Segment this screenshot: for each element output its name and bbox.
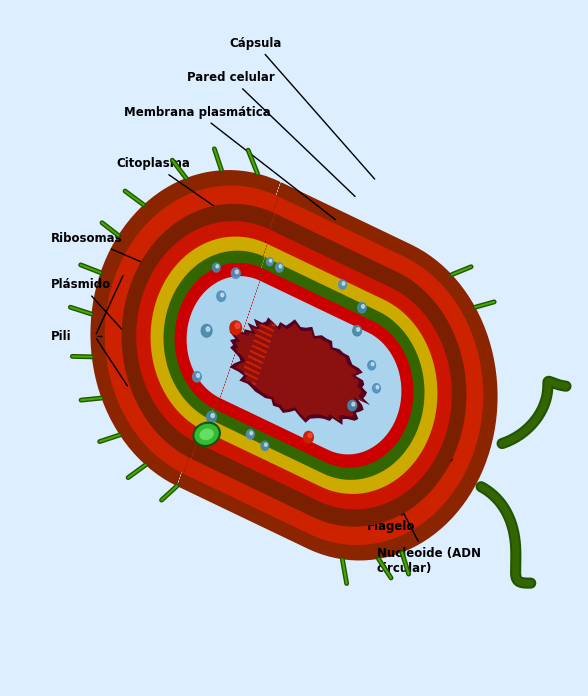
Text: Membrana plasmática: Membrana plasmática bbox=[123, 106, 336, 220]
Circle shape bbox=[261, 441, 269, 450]
Circle shape bbox=[348, 400, 356, 411]
Circle shape bbox=[212, 263, 220, 272]
Text: Plásmido: Plásmido bbox=[51, 278, 205, 421]
Circle shape bbox=[308, 433, 312, 438]
Circle shape bbox=[266, 258, 273, 266]
Ellipse shape bbox=[193, 422, 220, 446]
Circle shape bbox=[362, 305, 365, 308]
Polygon shape bbox=[175, 263, 413, 468]
Circle shape bbox=[269, 260, 272, 262]
Circle shape bbox=[235, 323, 240, 329]
Text: Pared celular: Pared celular bbox=[187, 71, 355, 196]
Polygon shape bbox=[105, 186, 483, 545]
Circle shape bbox=[232, 268, 240, 278]
Polygon shape bbox=[229, 317, 370, 425]
Polygon shape bbox=[136, 221, 452, 509]
Text: Pili: Pili bbox=[51, 330, 72, 343]
Polygon shape bbox=[91, 170, 497, 560]
Text: Flagelo: Flagelo bbox=[367, 459, 452, 533]
Polygon shape bbox=[122, 204, 466, 527]
Ellipse shape bbox=[199, 429, 214, 440]
Circle shape bbox=[246, 429, 254, 439]
Circle shape bbox=[250, 432, 253, 435]
Circle shape bbox=[368, 361, 376, 370]
Circle shape bbox=[279, 264, 282, 268]
Circle shape bbox=[373, 383, 380, 393]
Text: Citoplasma: Citoplasma bbox=[116, 157, 292, 260]
Circle shape bbox=[304, 432, 313, 443]
Circle shape bbox=[217, 291, 226, 301]
Circle shape bbox=[235, 270, 238, 274]
Circle shape bbox=[230, 321, 242, 335]
Circle shape bbox=[376, 386, 379, 389]
Circle shape bbox=[216, 264, 219, 268]
Circle shape bbox=[206, 411, 216, 422]
Circle shape bbox=[206, 327, 210, 331]
Polygon shape bbox=[186, 276, 402, 454]
Circle shape bbox=[265, 443, 267, 446]
Text: Nucleoide (ADN
circular): Nucleoide (ADN circular) bbox=[349, 408, 480, 575]
Circle shape bbox=[201, 324, 212, 337]
Circle shape bbox=[192, 372, 201, 382]
Polygon shape bbox=[163, 251, 425, 480]
Circle shape bbox=[353, 326, 362, 336]
Circle shape bbox=[211, 413, 215, 418]
Circle shape bbox=[358, 303, 366, 313]
Circle shape bbox=[342, 282, 345, 285]
Polygon shape bbox=[235, 322, 365, 420]
Circle shape bbox=[371, 363, 374, 365]
Circle shape bbox=[220, 293, 224, 296]
Circle shape bbox=[339, 280, 346, 290]
Circle shape bbox=[196, 374, 199, 377]
Circle shape bbox=[276, 263, 283, 272]
Circle shape bbox=[357, 328, 360, 331]
Polygon shape bbox=[151, 237, 437, 494]
Text: Ribosomas: Ribosomas bbox=[51, 232, 219, 295]
Circle shape bbox=[352, 402, 355, 406]
Text: Cápsula: Cápsula bbox=[229, 37, 375, 179]
